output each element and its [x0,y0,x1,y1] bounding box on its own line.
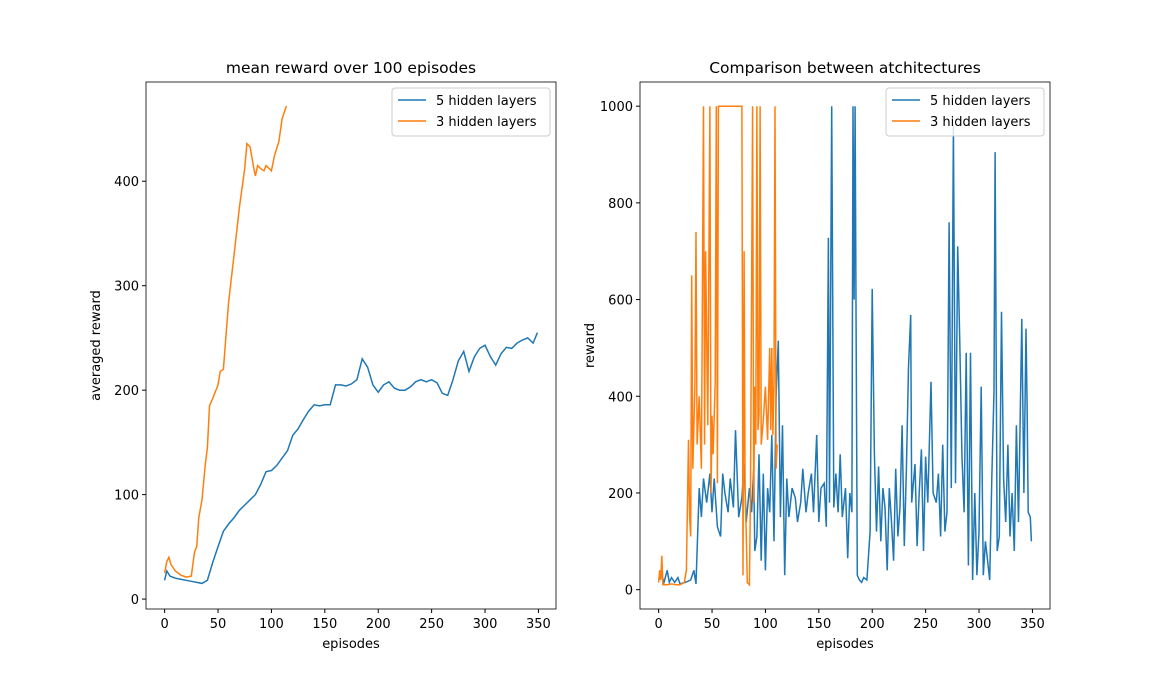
y-axis-label: averaged reward [89,290,104,401]
y-tick-label: 200 [114,384,139,399]
y-tick-label: 800 [608,197,633,212]
legend-label: 5 hidden layers [436,94,537,109]
x-axis-label: episodes [322,637,380,652]
data-line [163,105,288,578]
y-tick-label: 1000 [600,100,633,115]
y-tick-label: 400 [114,175,139,190]
x-tick-label: 0 [654,617,662,632]
legend-label: 5 hidden layers [930,94,1031,109]
x-tick-label: 300 [967,617,992,632]
data-line [657,105,778,587]
y-tick-label: 600 [608,294,633,309]
axes-frame [639,81,1051,610]
x-tick-label: 100 [753,617,778,632]
y-tick-label: 200 [608,487,633,502]
x-axis-label: episodes [816,637,874,652]
y-tick-label: 400 [608,390,633,405]
legend-box [885,87,1045,137]
x-tick-label: 200 [860,617,885,632]
y-tick-label: 100 [114,489,139,504]
x-tick-label: 250 [913,617,938,632]
data-line [657,106,1033,586]
x-tick-label: 100 [259,617,284,632]
y-tick-label: 0 [131,593,139,608]
axes: mean reward over 100 episodes episodes ave… [89,59,557,652]
x-tick-label: 50 [210,617,227,632]
y-axis-label: reward [583,323,598,368]
x-tick-label: 150 [806,617,831,632]
axes: Comparison between atchitectures episodes… [583,59,1051,652]
x-tick-label: 250 [419,617,444,632]
legend-box [391,87,551,137]
x-tick-label: 0 [160,617,168,632]
x-tick-label: 150 [312,617,337,632]
x-tick-label: 300 [473,617,498,632]
chart-title: Comparison between atchitectures [709,59,981,77]
chart-title: mean reward over 100 episodes [226,59,476,77]
y-tick-label: 0 [625,584,633,599]
axes-frame [145,81,557,610]
legend-label: 3 hidden layers [930,115,1031,130]
data-line [163,332,539,585]
x-tick-label: 200 [366,617,391,632]
x-tick-label: 350 [526,617,551,632]
legend-label: 3 hidden layers [436,115,537,130]
y-tick-label: 300 [114,280,139,295]
x-tick-label: 350 [1020,617,1045,632]
x-tick-label: 50 [704,617,721,632]
